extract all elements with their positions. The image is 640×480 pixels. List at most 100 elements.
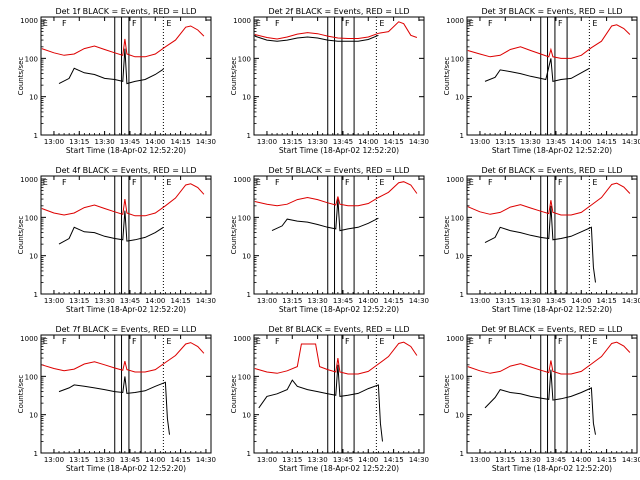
x-axis-label: Start Time (18-Apr-02 12:52:20) [66,464,186,473]
x-axis-label: Start Time (18-Apr-02 12:52:20) [66,146,186,155]
x-tick-label: 13:00 [44,297,64,305]
flag-label-e: E [469,337,474,346]
x-tick-label: 13:00 [470,456,490,464]
flag-label-f: F [558,337,563,346]
plot-area [467,335,631,453]
x-tick-label: 14:30 [409,297,429,305]
detector-panel-8: Det 8f BLACK = Events, RED = LLD 13:00 13:… [230,325,429,473]
x-tick-label: 13:15 [282,297,302,305]
y-axis-label: Counts/sec [230,375,238,414]
y-axis-label: Counts/sec [230,216,238,255]
y-tick-label: 1 [34,132,38,140]
flag-label-e: E [592,178,597,187]
x-tick-label: 13:15 [282,138,302,146]
events-series-line [484,58,590,83]
flag-label-f: F [62,178,67,187]
y-tick-label: 1000 [20,335,38,343]
x-tick-label: 13:00 [44,138,64,146]
lld-series-line [41,25,205,58]
x-tick-label: 14:30 [409,138,429,146]
plot-area [254,17,418,135]
y-tick-label: 1000 [446,335,464,343]
flag-label-e: E [379,337,384,346]
y-tick-label: 10 [29,94,38,102]
y-tick-label: 10 [242,94,251,102]
x-tick-label: 14:15 [597,138,617,146]
y-tick-label: 1000 [233,335,251,343]
x-tick-label: 13:30 [521,297,541,305]
plot-area [467,176,631,294]
y-tick-label: 1 [34,291,38,299]
plot-area [467,17,631,135]
x-tick-label: 13:45 [333,297,353,305]
panel-title: Det 5f BLACK = Events, RED = LLD [268,166,409,175]
x-tick-label: 13:45 [546,138,566,146]
x-tick-label: 14:15 [171,138,191,146]
y-tick-label: 100 [238,373,251,381]
flag-label-e: E [43,19,48,28]
events-series-line [58,48,164,85]
panel-title: Det 2f BLACK = Events, RED = LLD [268,7,409,16]
x-tick-label: 14:00 [145,297,165,305]
x-tick-label: 13:45 [546,297,566,305]
panel-title: Det 3f BLACK = Events, RED = LLD [481,7,622,16]
x-tick-label: 13:30 [95,297,115,305]
plot-area [254,335,418,453]
events-series-line [58,210,164,245]
y-tick-label: 100 [451,214,464,222]
flag-label-e: E [592,337,597,346]
y-tick-label: 1000 [446,176,464,184]
detector-panel-9: Det 9f BLACK = Events, RED = LLD 13:00 13:… [443,325,640,473]
x-tick-label: 13:15 [495,297,515,305]
x-tick-label: 14:30 [196,297,216,305]
y-axis-label: Counts/sec [443,216,451,255]
x-tick-label: 14:30 [409,456,429,464]
plot-frame [40,16,212,136]
plot-frame [466,16,638,136]
y-tick-label: 1 [460,132,464,140]
x-tick-label: 14:15 [597,297,617,305]
x-tick-label: 13:45 [120,297,140,305]
x-tick-label: 13:15 [69,297,89,305]
x-tick-label: 13:45 [333,138,353,146]
flag-label-f: F [132,337,137,346]
flag-label-f: F [345,337,350,346]
detector-panel-4: Det 4f BLACK = Events, RED = LLD 13:00 13:… [17,166,216,314]
y-tick-label: 1 [460,450,464,458]
panel-title: Det 8f BLACK = Events, RED = LLD [268,325,409,334]
x-tick-label: 13:00 [257,456,277,464]
flag-label-e: E [43,337,48,346]
x-tick-label: 13:00 [257,297,277,305]
flag-label-e: E [379,178,384,187]
y-tick-label: 100 [25,55,38,63]
flag-label-f: F [132,19,137,28]
y-axis-label: Counts/sec [17,216,25,255]
events-series-line [254,34,379,42]
lld-series-line [254,341,418,375]
x-axis-label: Start Time (18-Apr-02 12:52:20) [66,305,186,314]
x-tick-label: 14:00 [145,138,165,146]
plot-area [254,176,418,294]
x-tick-label: 13:45 [333,456,353,464]
x-tick-label: 13:00 [470,138,490,146]
y-tick-label: 1000 [20,176,38,184]
plot-frame [40,175,212,295]
flag-label-f: F [558,178,563,187]
x-tick-label: 13:00 [257,138,277,146]
x-tick-label: 14:15 [384,297,404,305]
flag-label-f: F [62,19,67,28]
plot-area [41,17,205,135]
flag-label-e: E [166,19,171,28]
lld-series-line [467,182,631,216]
x-tick-label: 13:15 [69,138,89,146]
panel-title: Det 1f BLACK = Events, RED = LLD [55,7,196,16]
events-series-line [58,376,170,435]
y-tick-label: 1 [247,450,251,458]
x-axis-label: Start Time (18-Apr-02 12:52:20) [279,305,399,314]
x-tick-label: 14:30 [196,138,216,146]
y-tick-label: 1000 [446,17,464,25]
flag-label-f: F [62,337,67,346]
x-tick-label: 13:15 [495,138,515,146]
flag-label-f: F [488,19,493,28]
